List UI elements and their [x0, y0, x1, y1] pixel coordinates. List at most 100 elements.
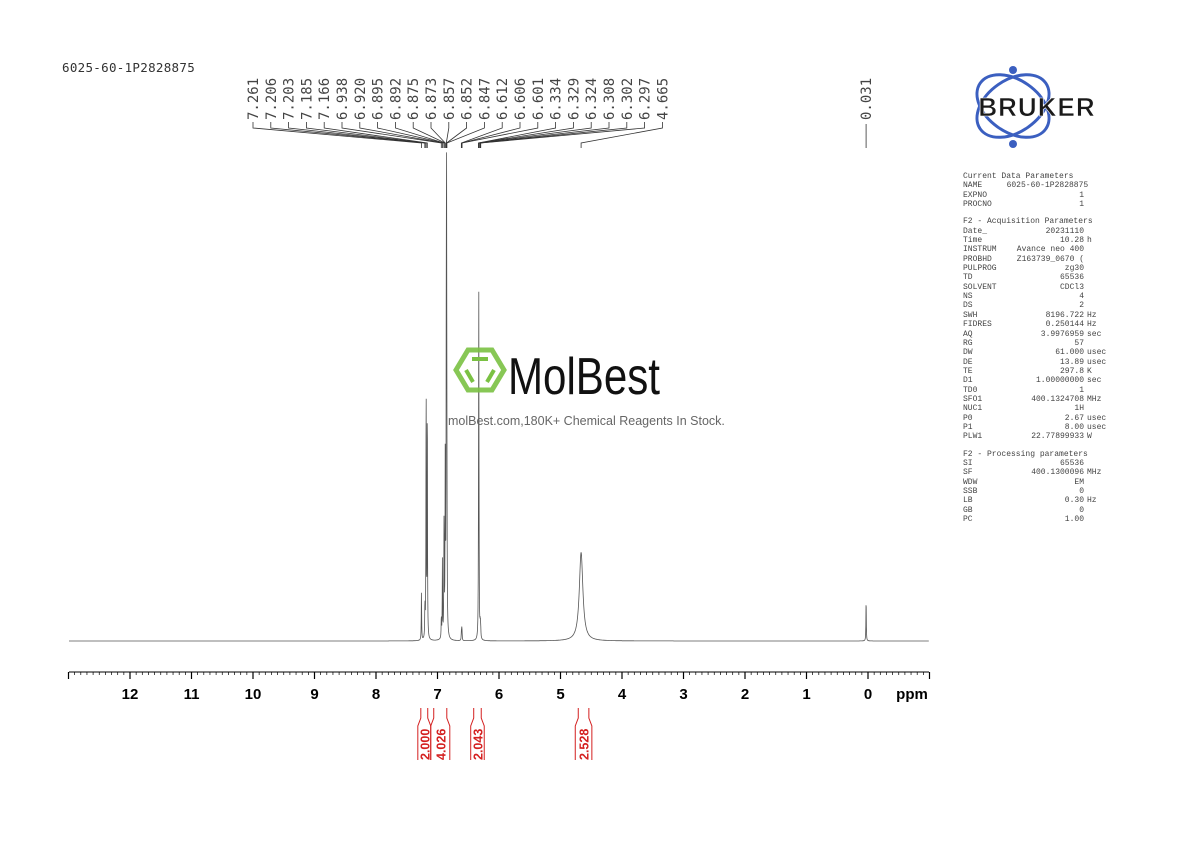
param-lab: RG: [963, 338, 973, 348]
param-lab: P0: [963, 413, 973, 423]
param-lab: GB: [963, 505, 973, 515]
peak-leader-line: [323, 122, 428, 148]
param-lab: SWH: [963, 310, 978, 320]
params-acquisition-title: F2 - Acquisition Parameters: [963, 217, 1093, 227]
peak-label: 6.601: [531, 78, 547, 120]
param-row: TD 65536: [963, 273, 1113, 282]
svg-text:MolBest: MolBest: [508, 348, 660, 406]
peak-label: 6.334: [549, 78, 565, 120]
param-val: 1H: [1074, 404, 1084, 414]
x-tick-label: 4: [618, 686, 627, 703]
peak-label: 6.329: [566, 78, 582, 120]
param-unit: MHz: [1087, 468, 1102, 478]
param-unit: W: [1087, 432, 1092, 442]
peak-label: 6.875: [406, 78, 422, 120]
x-tick-label: 11: [184, 686, 200, 703]
peak-leader-line: [461, 122, 539, 148]
spectrum-trace: [69, 152, 929, 642]
peak-leader-line: [252, 122, 422, 148]
param-row: WDW EM: [963, 478, 1113, 487]
param-val: 2.67: [1064, 413, 1084, 423]
peak-leader-line: [480, 122, 645, 148]
integral-bound-right: [446, 708, 451, 760]
integral-value: 2.000: [418, 729, 432, 760]
x-tick-label: 2: [741, 686, 749, 703]
param-row: LB 0.30 Hz: [963, 496, 1113, 505]
param-row: AQ 3.9976959 sec: [963, 330, 1113, 339]
peak-leader-line: [461, 122, 521, 148]
param-row: TD0 1: [963, 386, 1113, 395]
param-val: 400.1324708: [1031, 394, 1084, 404]
peak-leader-line: [394, 122, 445, 148]
peak-label: 6.873: [424, 78, 440, 120]
peak-label: 6.308: [602, 78, 618, 120]
param-row: SI 65536: [963, 459, 1113, 468]
param-unit: usec: [1087, 357, 1107, 367]
param-row: RG 57: [963, 339, 1113, 348]
param-lab: DS: [963, 301, 973, 311]
param-lab: NS: [963, 292, 973, 302]
param-unit: Hz: [1087, 496, 1097, 506]
param-lab: PLW1: [963, 432, 983, 442]
param-lab: TD: [963, 273, 973, 283]
param-val: 22.77899933: [1031, 432, 1084, 442]
param-val: 57: [1074, 338, 1084, 348]
peak-leader-line: [359, 122, 443, 148]
x-tick-label: 8: [372, 686, 380, 703]
param-unit: K: [1087, 366, 1092, 376]
param-row: GB 0: [963, 506, 1113, 515]
param-lab: DW: [963, 348, 973, 358]
peak-label: 4.665: [655, 78, 671, 120]
param-val: 13.89: [1059, 357, 1084, 367]
param-row: Time 10.28 h: [963, 236, 1113, 245]
peak-label: 7.185: [299, 78, 315, 120]
integral-bound-left: [470, 708, 475, 760]
param-val: zg30: [1064, 264, 1084, 274]
param-lab: AQ: [963, 329, 973, 339]
integral-bound-left: [430, 708, 435, 760]
param-unit: usec: [1087, 348, 1107, 358]
watermark-tagline: molBest.com,180K+ Chemical Reagents In S…: [448, 414, 725, 428]
param-val: 0.250144: [1045, 320, 1084, 330]
param-row: P1 8.00 usec: [963, 423, 1113, 432]
param-unit: usec: [1087, 413, 1107, 423]
param-val: 1: [1079, 200, 1084, 210]
param-val: 4: [1079, 292, 1084, 302]
param-val: 400.1300096: [1031, 468, 1084, 478]
param-row: D1 1.00000000 sec: [963, 376, 1113, 385]
param-row: NUC1 1H: [963, 404, 1113, 413]
peak-label: 6.297: [638, 78, 654, 120]
integral-value: 2.043: [471, 729, 485, 760]
x-tick-label: 7: [433, 686, 441, 703]
peak-label: 6.895: [371, 78, 387, 120]
peak-label: 6.606: [513, 78, 529, 120]
param-row: SFO1 400.1324708 MHz: [963, 395, 1113, 404]
param-lab: TD0: [963, 385, 978, 395]
param-row: SOLVENT CDCl3: [963, 283, 1113, 292]
param-val: 10.28: [1059, 236, 1084, 246]
x-tick-label: 0: [864, 686, 872, 703]
x-tick-label: 5: [556, 686, 564, 703]
param-val: 8.00: [1064, 422, 1084, 432]
peak-label: 7.206: [264, 78, 280, 120]
param-row: DS 2: [963, 301, 1113, 310]
param-val: 61.000: [1055, 348, 1084, 358]
param-val: 2: [1079, 301, 1084, 311]
peak-label: 6.857: [442, 78, 458, 120]
molbest-watermark-logo: MolBest: [453, 347, 660, 406]
param-row: SSB 0: [963, 487, 1113, 496]
param-val: 3.9976959: [1040, 329, 1084, 339]
param-lab: PROBHD: [963, 254, 992, 264]
peak-leader-line: [446, 122, 468, 148]
param-lab: SF: [963, 468, 973, 478]
peak-leader-line: [478, 122, 556, 148]
param-unit: Hz: [1087, 310, 1097, 320]
param-val: 6025-60-1P2828875: [1006, 181, 1089, 191]
param-unit: usec: [1087, 422, 1107, 432]
param-val: 1.00: [1064, 515, 1084, 525]
param-lab: NAME: [963, 181, 983, 191]
param-lab: Date_: [963, 226, 988, 236]
param-val: 0: [1079, 505, 1084, 515]
param-lab: DE: [963, 357, 973, 367]
peak-leader-line: [430, 122, 446, 148]
